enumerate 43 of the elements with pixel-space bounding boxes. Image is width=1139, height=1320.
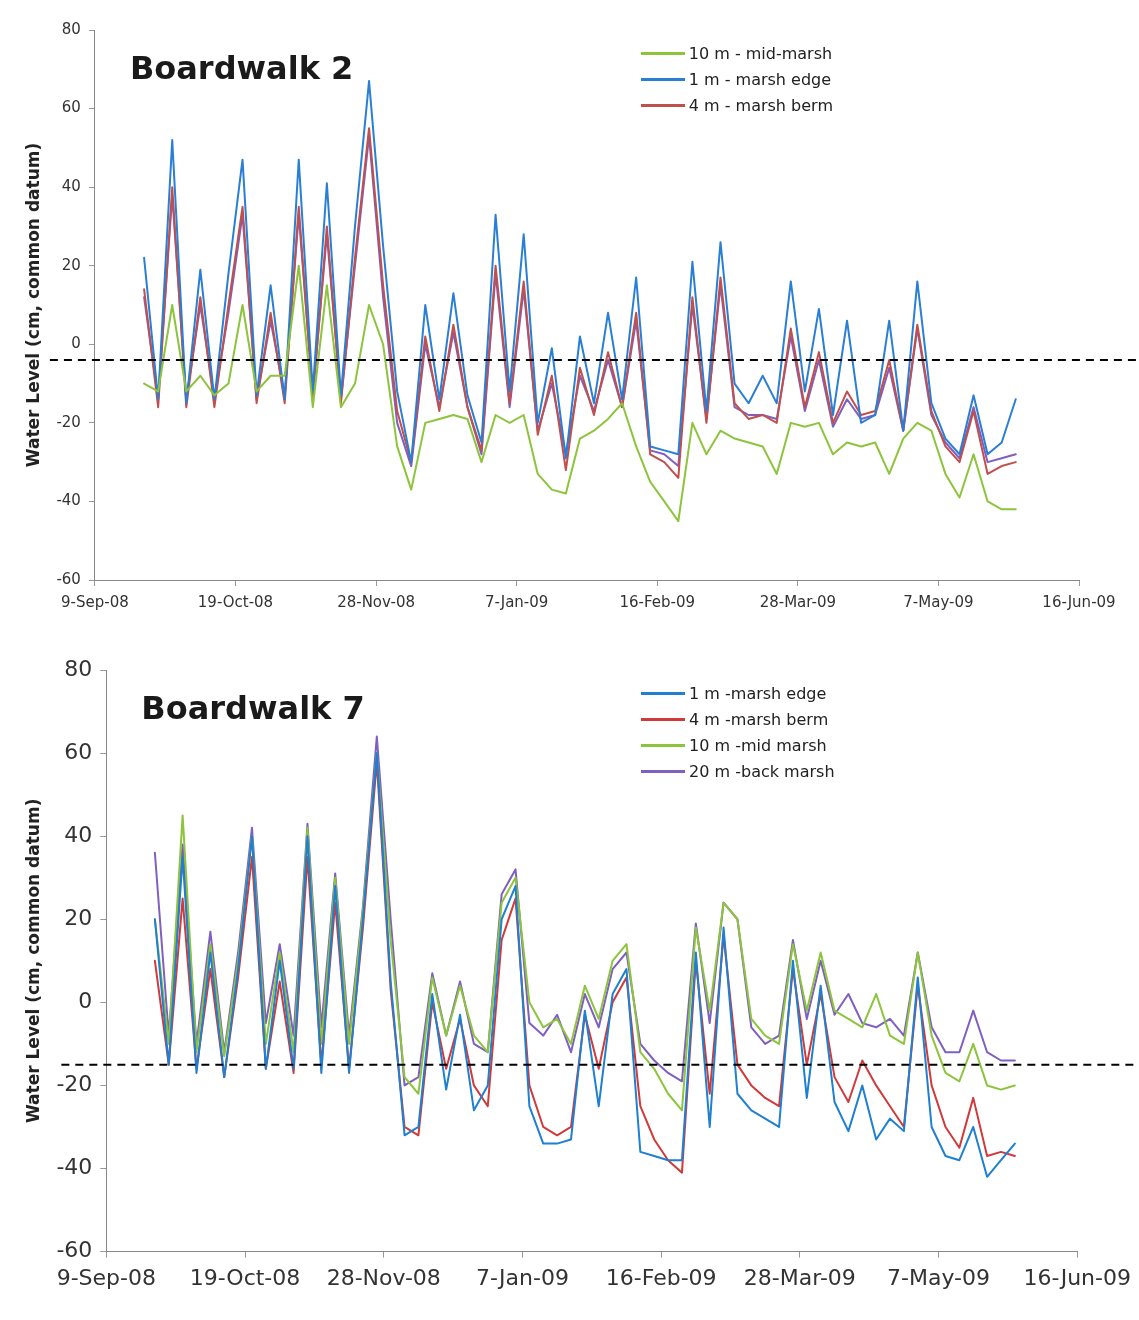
y-tick-label: 60 [61,98,81,117]
y-tick-label: -60 [56,569,81,588]
x-tick-label: 7-May-09 [887,1264,991,1290]
y-tick-label: -40 [56,491,81,510]
x-tick-label: 28-Mar-09 [759,592,836,611]
y-axis-title: Water Level (cm, common datum) [22,142,43,468]
y-tick-label: 60 [64,738,93,764]
y-tick-label: 40 [61,177,81,196]
y-tick-label: -60 [56,1237,93,1263]
x-tick-label: 7-Jan-09 [484,592,549,611]
y-tick-label: 20 [61,255,81,274]
x-tick-label: 16-Feb-09 [619,592,696,611]
y-tick-label: 0 [71,334,81,353]
x-tick-label: 19-Oct-08 [189,1264,301,1290]
y-tick-label: 80 [64,655,93,681]
x-tick-label: 19-Oct-08 [197,592,274,611]
legend-label: 10 m -mid marsh [689,735,827,755]
x-tick-label: 28-Nov-08 [337,592,416,611]
y-tick-label: 20 [64,904,93,930]
text: Boardwalk 7 [141,689,365,728]
text: Boardwalk 2 [129,49,354,88]
x-tick-label: 9-Sep-08 [56,1264,156,1290]
x-tick-label: 28-Mar-09 [743,1264,856,1290]
legend-label: 1 m -marsh edge [689,683,827,703]
x-tick-label: 9-Sep-08 [61,592,129,611]
legend-label: 10 m - mid-marsh [688,43,833,63]
y-tick-label: -40 [56,1154,93,1180]
x-tick-label: 16-Feb-09 [605,1264,717,1290]
x-tick-label: 7-May-09 [903,592,974,611]
y-tick-label: 80 [61,19,81,38]
y-tick-label: 0 [78,988,93,1014]
x-tick-label: 7-Jan-09 [475,1264,569,1290]
legend-label: 20 m -back marsh [689,761,835,781]
y-tick-label: -20 [56,412,81,431]
legend-label: 4 m -marsh berm [689,709,829,729]
y-tick-label: -20 [56,1071,93,1097]
legend-label: 1 m - marsh edge [688,69,832,89]
x-tick-label: 16-Jun-09 [1042,592,1116,611]
y-axis-title: Water Level (cm, common datum) [22,798,43,1124]
y-tick-label: 40 [64,821,93,847]
x-tick-label: 28-Nov-08 [326,1264,441,1290]
legend-label: 4 m - marsh berm [688,95,833,115]
x-tick-label: 16-Jun-09 [1023,1264,1131,1290]
